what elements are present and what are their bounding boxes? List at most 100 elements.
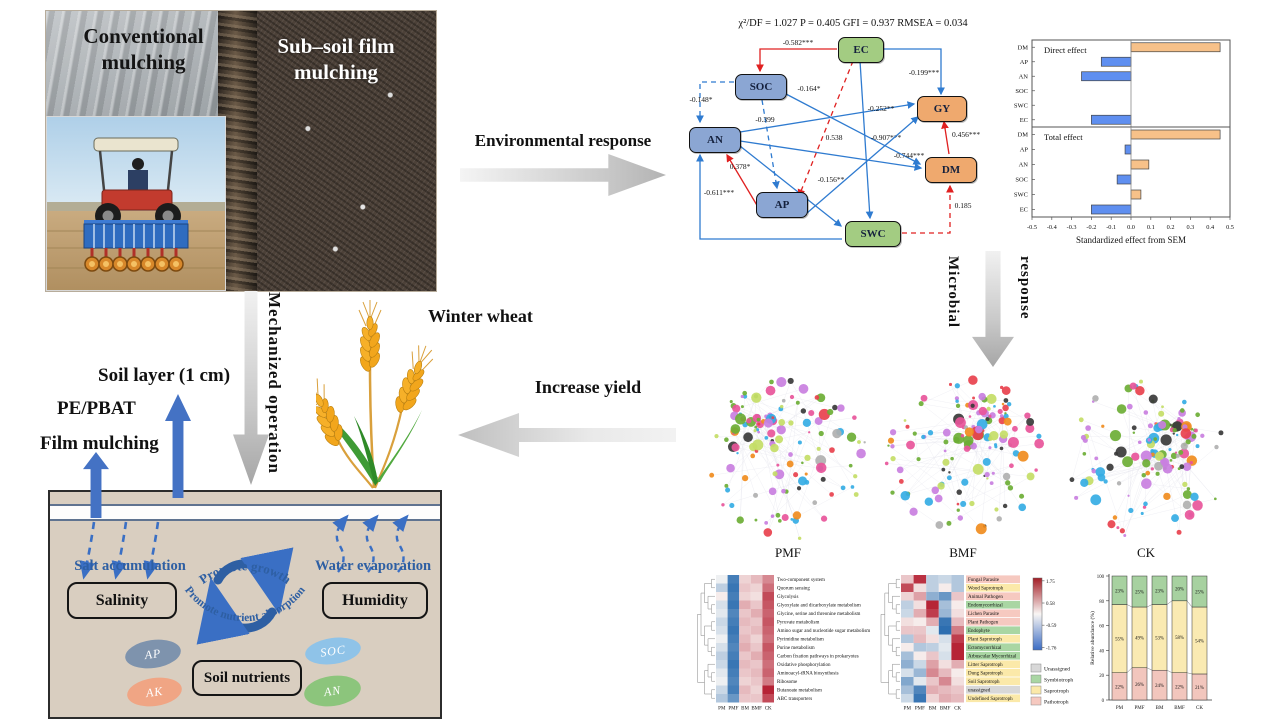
- network-node-dot: [941, 467, 946, 472]
- legend-label: Pathotroph: [1044, 700, 1069, 706]
- conventional-mulching-label: Conventional mulching: [83, 24, 204, 75]
- heatmap-cell: [951, 643, 964, 652]
- network-node-dot: [1006, 401, 1012, 407]
- network-node-dot: [808, 409, 815, 417]
- network-node-dot: [957, 515, 964, 521]
- sem-edge-ec-ap: [797, 60, 854, 198]
- segment-percentage: 53%: [1155, 636, 1164, 641]
- sem-fit-statistics: χ²/DF = 1.027 P = 0.405 GFI = 0.937 RMSE…: [738, 18, 968, 29]
- heatmap-cell: [727, 634, 740, 643]
- network-node-dot: [1170, 452, 1178, 460]
- network-node-dot: [986, 406, 991, 411]
- network-node-dot: [848, 463, 853, 468]
- network-node-dot: [1147, 438, 1152, 442]
- network-node-dot: [905, 424, 910, 429]
- network-node-dot: [999, 385, 1004, 390]
- heatmap-cell: [938, 668, 952, 677]
- network-node-dot: [792, 511, 802, 520]
- heatmap-cell: [913, 592, 927, 601]
- heatmap-cell: [901, 583, 914, 592]
- network-node-dot: [1115, 446, 1127, 458]
- network-node-dot: [1160, 434, 1172, 446]
- sem-coefficient: -0.164*: [797, 84, 820, 93]
- network-node-dot: [753, 429, 757, 433]
- guild-row-label: Fungal Parasite: [968, 578, 1000, 583]
- network-node-dot: [1184, 509, 1195, 520]
- subsoil-mulching-photo: [252, 11, 436, 291]
- network-node-dot: [776, 426, 781, 431]
- sem-node-swc: SWC: [845, 221, 901, 247]
- network-node-dot: [787, 377, 794, 385]
- microbial-response-arrow: [972, 251, 1014, 367]
- network-node-dot: [729, 400, 733, 404]
- network-node-dot: [1140, 450, 1152, 462]
- network-node-dot: [804, 472, 808, 476]
- network-node-dot: [898, 479, 904, 484]
- network-node-dot: [781, 398, 786, 403]
- colorbar: [1032, 577, 1043, 651]
- network-node-dot: [740, 394, 744, 399]
- network-node-dot: [1074, 495, 1079, 500]
- network-node-dot: [1034, 438, 1045, 449]
- heatmap-cell: [762, 651, 774, 660]
- network-node-dot: [1003, 398, 1009, 403]
- legend-label: Symbiotroph: [1044, 678, 1073, 684]
- network-node-dot: [955, 417, 966, 428]
- guild-row-label: Litter Saprotroph: [968, 663, 1003, 668]
- segment-percentage: 23%: [1115, 589, 1124, 594]
- heatmap-cell: [739, 643, 751, 652]
- heatmap-column-label: BMF: [751, 707, 762, 712]
- network-node-dot: [814, 417, 823, 425]
- network-node-dot: [1172, 428, 1177, 433]
- heatmap-cell: [901, 660, 914, 669]
- network-node-dot: [918, 401, 924, 407]
- network-node-dot: [846, 432, 857, 442]
- effect-x-axis-label: Standardized effect from SEM: [1076, 235, 1186, 245]
- heatmap-cell: [938, 660, 952, 669]
- heatmap-row-label: Purine metabolism: [777, 646, 815, 651]
- heatmap-row-label: Oxidative phosphorylation: [777, 663, 831, 668]
- heatmap-row-label: Pyruvate metabolism: [777, 621, 819, 626]
- network-node-dot: [1182, 424, 1188, 430]
- sem-coefficient: -0.199***: [909, 68, 940, 77]
- network-node-dot: [896, 466, 904, 474]
- segment-percentage: 20%: [1175, 587, 1184, 592]
- network-node-dot: [763, 418, 773, 428]
- network-node-dot: [754, 425, 758, 429]
- network-node-dot: [1177, 417, 1181, 421]
- network-node-dot: [1109, 429, 1122, 442]
- network-node-dot: [1158, 420, 1167, 429]
- network-node-dot: [993, 443, 998, 447]
- effect-x-tick: 0.4: [1206, 224, 1215, 231]
- heatmap-cell: [938, 634, 952, 643]
- network-node-dot: [970, 403, 975, 408]
- effect-x-tick: 0.5: [1226, 224, 1234, 231]
- network-node-dot: [763, 528, 773, 537]
- y-tick-label: 0: [1102, 699, 1105, 704]
- heatmap-cell: [762, 668, 774, 677]
- heatmap-cell: [739, 609, 751, 618]
- heatmap-cell: [762, 617, 774, 626]
- network-node-dot: [972, 396, 976, 400]
- heatmap-cell: [727, 592, 740, 601]
- sem-effect-chart: Direct effect DM AP AN SOC SWC EC Total effect D…: [1014, 39, 1234, 245]
- network-node-dot: [890, 490, 895, 495]
- heatmap-cell: [727, 600, 740, 609]
- guild-row-label: Endophyte: [968, 629, 990, 634]
- heatmap-cell: [913, 694, 927, 703]
- network-node-dot: [752, 413, 762, 423]
- heatmap-cell: [762, 660, 774, 669]
- network-node-dot: [1150, 467, 1154, 471]
- heatmap-cell: [938, 677, 952, 686]
- network-node-dot: [798, 476, 808, 486]
- network-node-dot: [978, 392, 986, 401]
- guild-row-label: Soil Saprotroph: [968, 680, 1000, 685]
- network-node-dot: [757, 430, 760, 434]
- increase-yield-label: Increase yield: [534, 377, 642, 397]
- heatmap-cell: [901, 677, 914, 686]
- network-node-dot: [900, 491, 910, 501]
- network-node-dot: [1143, 410, 1149, 415]
- soil-nutrients-box: Soil nutrients: [192, 660, 302, 696]
- network-node-dot: [890, 455, 896, 462]
- heatmap-column-label: PMF: [728, 707, 738, 712]
